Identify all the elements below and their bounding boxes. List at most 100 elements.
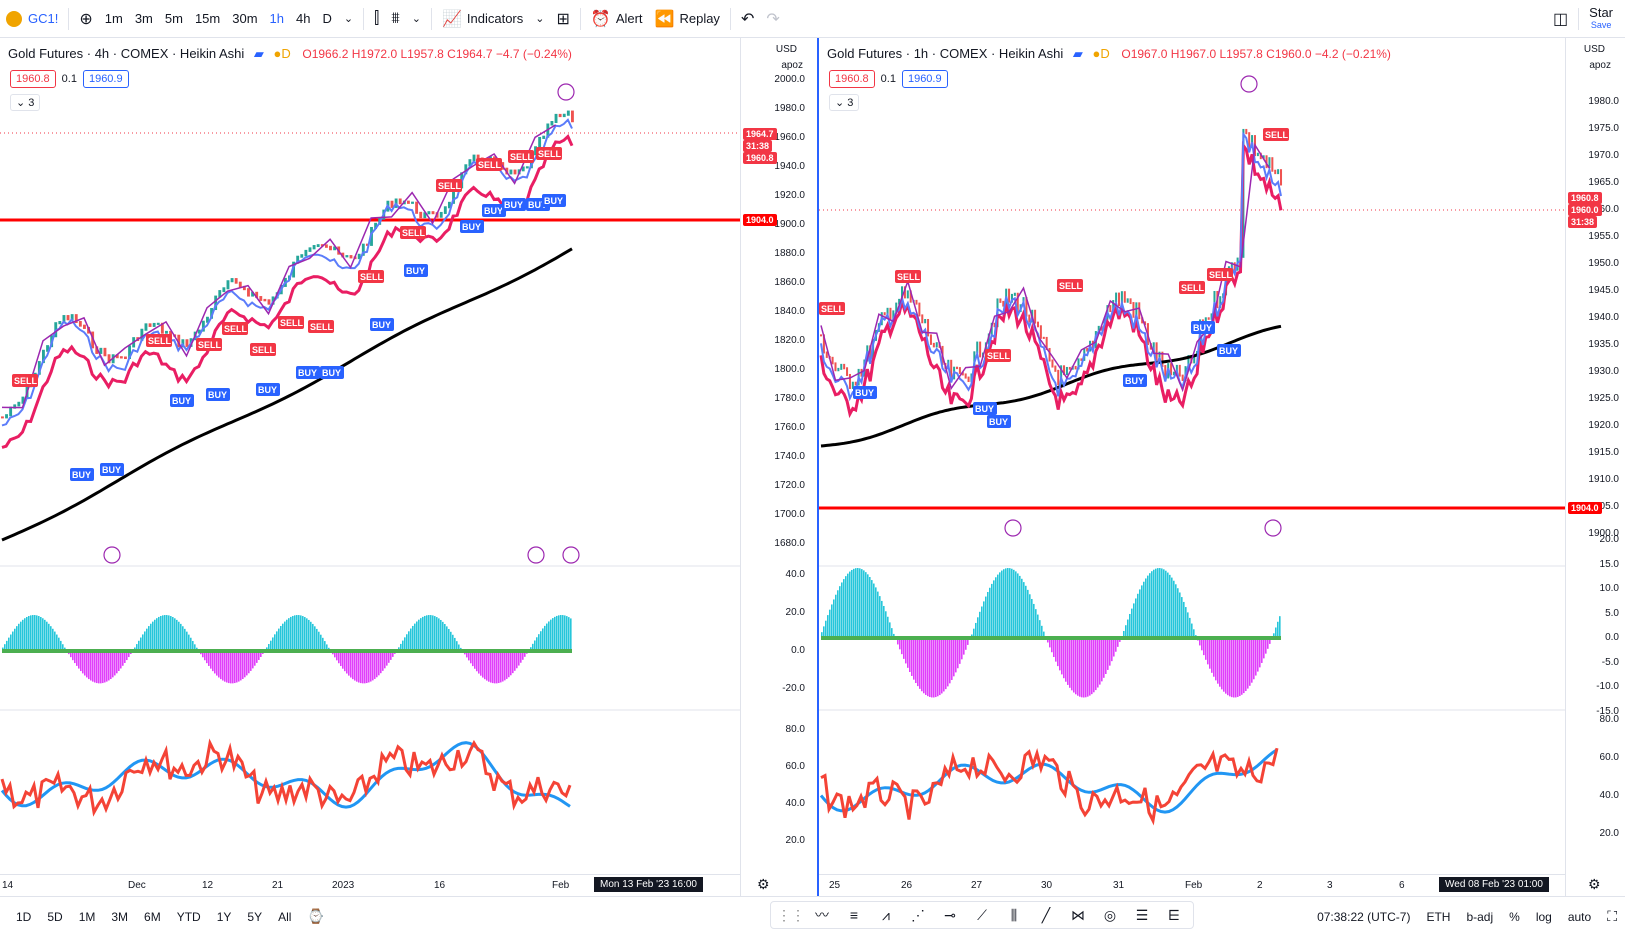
range-ytd[interactable]: YTD xyxy=(176,909,201,924)
sell-price-button[interactable]: 1960.8 xyxy=(829,70,875,88)
right-time-axis[interactable]: 25 26 27 30 31 Feb 2 3 6 Wed 08 Feb '23 01:00 xyxy=(819,874,1625,896)
calendar-icon[interactable]: ⌚ xyxy=(307,908,325,924)
alert-button[interactable]: ⏰ Alert xyxy=(585,0,649,38)
replay-button[interactable]: ⏪ Replay xyxy=(649,0,726,38)
histogram-bar xyxy=(1043,631,1045,638)
interval-1m[interactable]: 1m xyxy=(104,11,123,26)
histogram-bar xyxy=(504,651,506,681)
osc-tick: -10.0 xyxy=(1596,681,1619,692)
horizontal-line-icon[interactable]: ⊸ xyxy=(944,906,956,923)
interval-3m[interactable]: 3m xyxy=(134,11,153,26)
interval-5m[interactable]: 5m xyxy=(164,11,183,26)
interval-15m[interactable]: 15m xyxy=(194,11,221,26)
clock-label[interactable]: 07:38:22 (UTC-7) xyxy=(1317,909,1411,924)
redo-icon[interactable]: ↷ xyxy=(766,10,780,28)
line-icon[interactable]: ╱ xyxy=(1041,906,1051,923)
indicators-button[interactable]: 📈 Indicators xyxy=(436,0,529,38)
right-chart-canvas[interactable]: SELL SELL SELL SELL SELL SELL SELL BUY BUY BUY BUY… xyxy=(819,38,1567,896)
candle xyxy=(58,321,62,325)
range-1d[interactable]: 1D xyxy=(16,909,32,924)
chevron-down-icon[interactable]: ⌄ xyxy=(411,13,421,25)
candle xyxy=(903,286,906,299)
candle xyxy=(411,201,414,204)
fib-channel-icon[interactable]: ☰ xyxy=(1135,906,1149,923)
compare-add-icon[interactable]: ⊕ xyxy=(79,10,93,28)
indicator-collapse-button[interactable]: ⌄ 3 xyxy=(10,94,41,111)
indicator-collapse-button[interactable]: ⌄ 3 xyxy=(829,94,860,111)
histogram-bar xyxy=(382,651,384,671)
chevron-down-icon[interactable]: ⌄ xyxy=(343,13,354,25)
bar-chart-icon[interactable]: ⫿ xyxy=(374,9,380,27)
candles-icon[interactable]: ⩩ xyxy=(391,9,400,27)
drag-handle-icon[interactable]: ⋮⋮ xyxy=(777,906,805,923)
undo-icon[interactable]: ↶ xyxy=(740,10,755,28)
price-tick: 1980.0 xyxy=(774,103,805,114)
histogram-bar xyxy=(186,631,188,651)
histogram-bar xyxy=(418,619,420,651)
pattern-icon[interactable]: ⩘ xyxy=(882,906,890,923)
histogram-bar xyxy=(254,651,256,666)
chevron-down-icon[interactable]: ⌄ xyxy=(535,13,545,25)
histogram-bar xyxy=(564,615,566,651)
range-all[interactable]: All xyxy=(278,909,292,924)
left-time-axis[interactable]: 14 Dec 12 21 2023 16 Feb Mon 13 Feb '23 16:00 xyxy=(0,874,740,896)
histogram-bar xyxy=(833,599,835,638)
xabcd-icon[interactable]: ⋈ xyxy=(1071,906,1085,923)
left-chart-pane[interactable]: SELL SELL SELL SELL SELL SELL SELL SELL SELL SELL… xyxy=(0,38,740,896)
pitchfork-icon[interactable]: ⫼ xyxy=(1010,906,1018,923)
interval-30m[interactable]: 30m xyxy=(232,11,258,26)
candle xyxy=(1129,298,1132,305)
osc-tick: 20.0 xyxy=(785,607,805,618)
right-chart-pane[interactable]: SELL SELL SELL SELL SELL SELL SELL BUY BUY BUY BUY… xyxy=(817,38,1625,896)
star-save-button[interactable]: Star Save xyxy=(1583,0,1625,38)
sell-signal: SELL xyxy=(400,226,426,239)
range-5d[interactable]: 5D xyxy=(47,909,63,924)
candle xyxy=(46,345,49,352)
buy-price-button[interactable]: 1960.9 xyxy=(82,70,129,88)
histogram-bar xyxy=(172,617,174,651)
panel-toggle-icon[interactable]: ◫ xyxy=(1553,10,1569,28)
percent-toggle[interactable]: % xyxy=(1509,909,1520,924)
spiral-icon[interactable]: ◎ xyxy=(1103,906,1117,923)
histogram-bar xyxy=(126,651,128,661)
range-1m[interactable]: 1M xyxy=(78,909,96,924)
left-price-axis[interactable]: USD apoz 2000.0 1980.0 1960.0 1940.0 1920.0 190… xyxy=(740,38,817,896)
sell-signal: SELL xyxy=(308,320,334,333)
histogram-bar xyxy=(1191,623,1193,638)
price-tick: 1950.0 xyxy=(1588,258,1619,269)
histogram-bar xyxy=(1183,601,1185,638)
buy-price-button[interactable]: 1960.9 xyxy=(901,70,948,88)
trend-line-icon[interactable]: ⟋ xyxy=(977,906,987,923)
interval-1h[interactable]: 1h xyxy=(269,11,284,26)
candle xyxy=(464,164,468,175)
session-toggle[interactable]: ETH xyxy=(1426,909,1451,924)
histogram-bar xyxy=(1027,589,1029,638)
symbol-button[interactable]: GC1! xyxy=(0,0,64,38)
sell-price-button[interactable]: 1960.8 xyxy=(10,70,56,88)
histogram-bar xyxy=(1161,568,1163,638)
histogram-bar xyxy=(456,641,458,651)
range-3m[interactable]: 3M xyxy=(111,909,129,924)
buy-signal-label: BUY xyxy=(975,404,994,414)
adjust-toggle[interactable]: b-adj xyxy=(1466,909,1494,924)
interval-d[interactable]: D xyxy=(322,11,332,26)
settings-icon[interactable]: ⚙ xyxy=(757,876,770,892)
histogram-bar xyxy=(536,637,538,651)
range-6m[interactable]: 6M xyxy=(144,909,161,924)
gann-icon[interactable]: ⋰ xyxy=(911,906,925,923)
range-5y[interactable]: 5Y xyxy=(247,909,263,924)
settings-icon[interactable]: ⚙ xyxy=(1588,876,1601,892)
log-toggle[interactable]: log xyxy=(1535,909,1552,924)
parallel-channel-icon[interactable]: ⋿ xyxy=(1167,906,1181,923)
layout-icon[interactable]: ⊞ xyxy=(556,10,570,28)
auto-toggle[interactable]: auto xyxy=(1567,909,1592,924)
right-price-axis[interactable]: USD apoz 1980.0 1975.0 1970.0 1965.0 1960.0 195… xyxy=(1565,38,1625,896)
range-1y[interactable]: 1Y xyxy=(216,909,232,924)
elliott-wave-icon[interactable]: 〰 xyxy=(815,907,829,923)
interval-4h[interactable]: 4h xyxy=(296,11,311,26)
histogram-bar xyxy=(448,628,450,651)
fullscreen-icon[interactable]: ⛶ xyxy=(1607,908,1617,924)
histogram-bar xyxy=(364,651,366,684)
fib-icon[interactable]: ≡ xyxy=(849,907,859,923)
